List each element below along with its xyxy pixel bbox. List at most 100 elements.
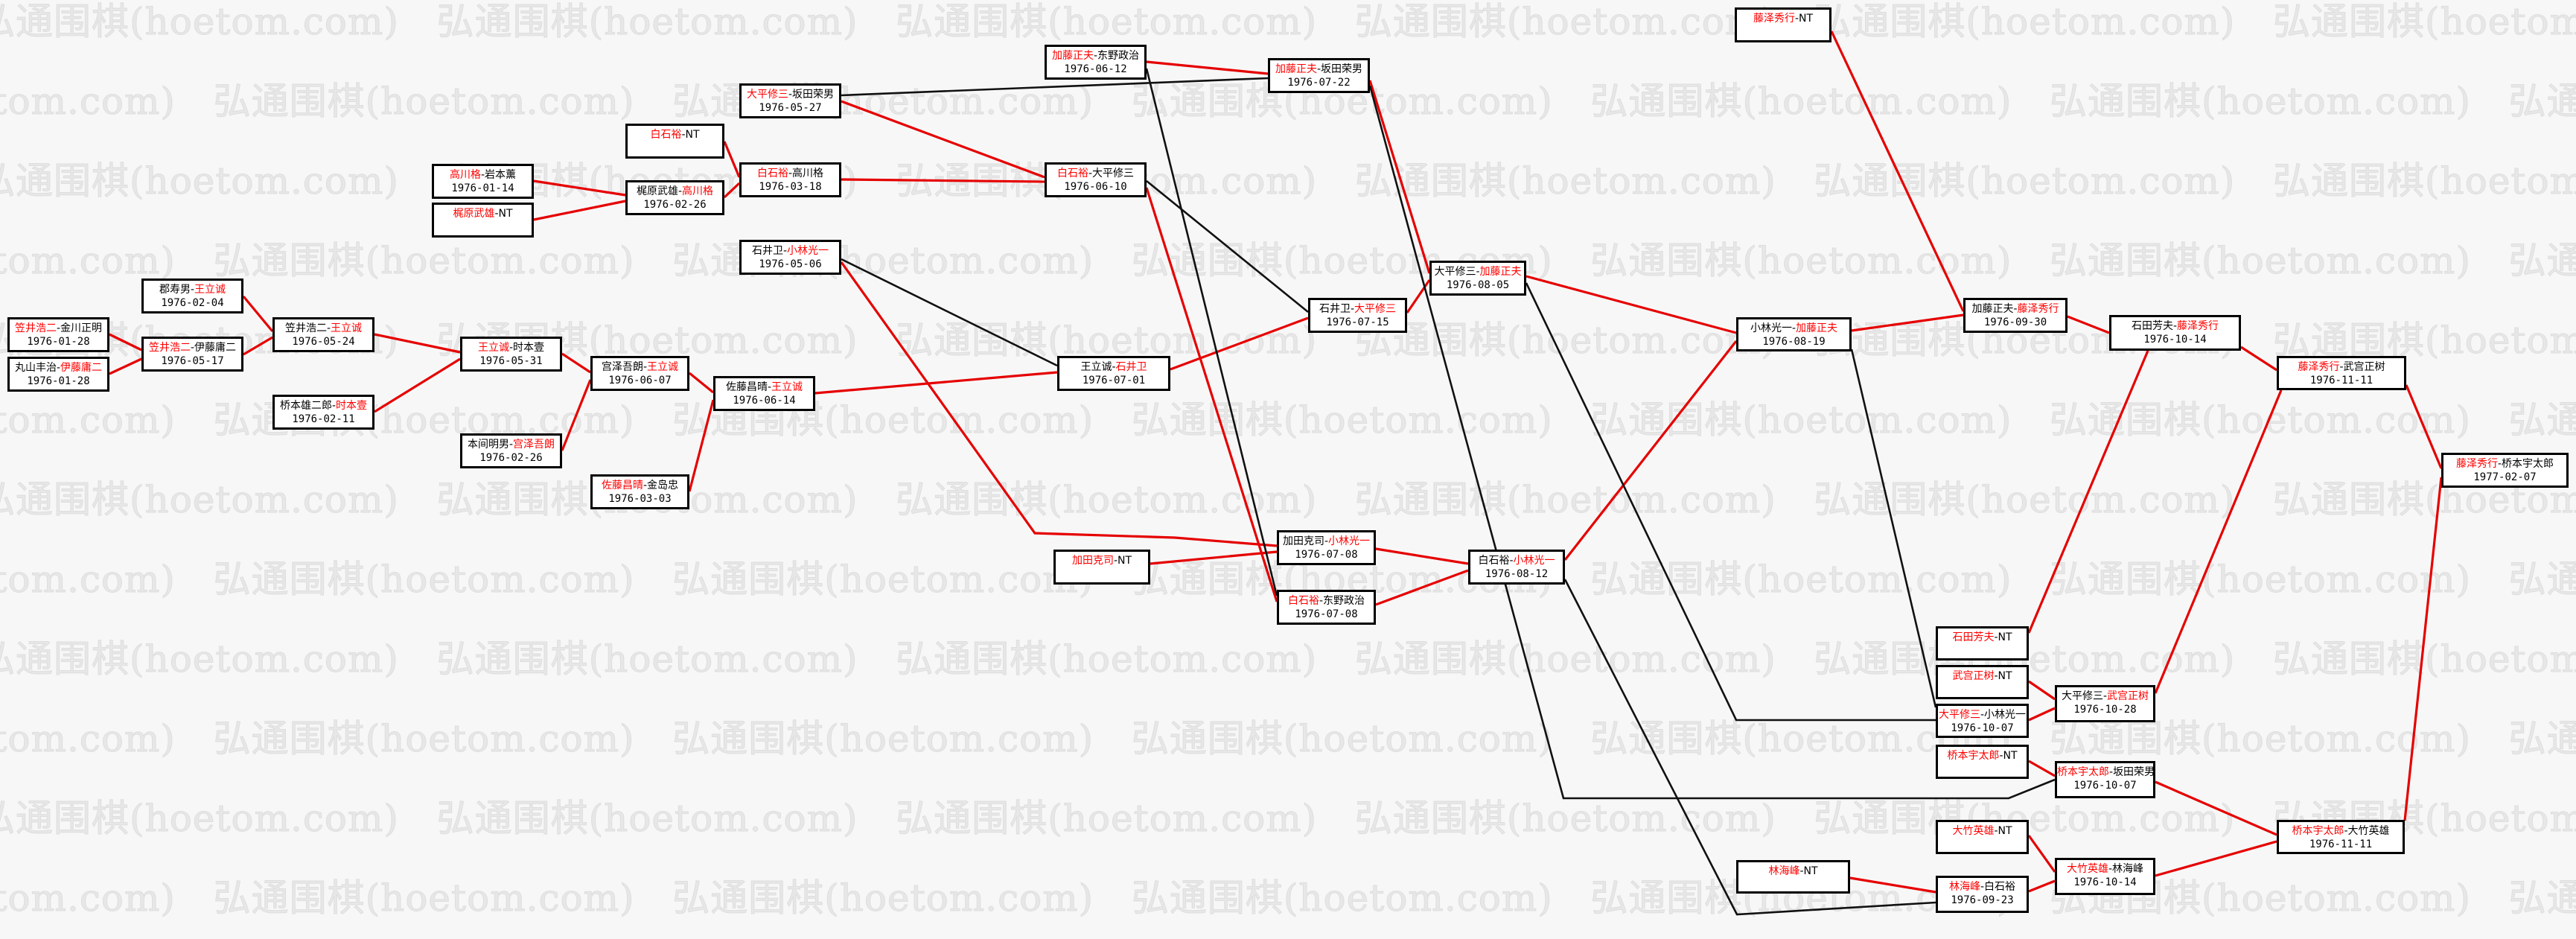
- match-date: 1976-10-14: [2143, 334, 2207, 346]
- connector-line-m02-m04: [109, 357, 142, 375]
- watermark-text: 弘通围棋(hoetom.com) 弘通围棋(hoetom.com) 弘通围棋(h…: [0, 159, 2576, 203]
- player-name-2-winner: 王立诚: [194, 284, 226, 296]
- match-box-m25: 大平修三-加藤正夫 1976-08-05: [1429, 261, 1526, 296]
- player-name-2: 大竹英雄: [2347, 825, 2390, 837]
- name-separator: -: [1980, 709, 1985, 721]
- player-name-1-winner: 桥本宇太郎: [1947, 750, 2000, 762]
- match-players: 加田克司-小林光一: [1279, 535, 1374, 548]
- match-date: 1976-10-14: [2073, 876, 2137, 888]
- player-name-1: 白石裕: [1478, 555, 1510, 567]
- match-players: 大平修三-坂田荣男: [742, 88, 839, 101]
- connector-line-m19-m23: [1146, 60, 1269, 75]
- player-name-2: 大平修三: [1092, 168, 1135, 179]
- name-separator: -: [326, 322, 331, 334]
- player-name-2: 岩本薰: [485, 169, 517, 181]
- name-separator: -: [1999, 750, 2003, 762]
- connector-line-m42-m43: [1849, 876, 1936, 894]
- match-players: 大平修三-小林光一: [1938, 708, 2027, 722]
- player-name-2: NT: [1998, 631, 2012, 643]
- match-players: 本间明男-宫泽吾朗: [462, 438, 560, 451]
- match-box-m37: 大平修三-小林光一 1976-10-07: [1936, 704, 2029, 738]
- player-name-2: NT: [1118, 555, 1132, 567]
- match-date: 1976-09-30: [1983, 316, 2047, 328]
- match-box-m10: 本间明男-宫泽吾朗 1976-02-26: [460, 433, 562, 468]
- match-date: 1976-03-03: [608, 493, 672, 505]
- player-name-1: 郡寿男: [159, 284, 191, 296]
- match-players: 白石裕-高川格: [742, 167, 839, 180]
- name-separator: -: [2344, 825, 2348, 837]
- player-name-2: NT: [498, 208, 513, 220]
- player-name-2-winner: 宫泽吾朗: [513, 439, 555, 451]
- watermark-text: 弘通围棋(hoetom.com) 弘通围棋(hoetom.com) 弘通围棋(h…: [0, 717, 2576, 760]
- player-name-2-winner: 小林光一: [787, 245, 829, 257]
- match-box-m36: 武宫正树-NT: [1936, 665, 2029, 699]
- player-name-1-winner: 佐藤昌晴: [601, 480, 643, 491]
- match-date: 1976-03-18: [759, 181, 822, 193]
- connector-line-m15-m21: [841, 258, 1058, 367]
- match-players: 加藤正夫-藤泽秀行: [1966, 302, 2065, 316]
- match-players: 大平修三-加藤正夫: [1432, 265, 1524, 278]
- match-players: 佐藤昌晴-金岛忠: [593, 479, 687, 492]
- match-date: 1976-10-07: [1951, 722, 2014, 734]
- connector-line-m07-m12: [533, 179, 626, 197]
- player-name-2-winner: 大平修三: [1354, 303, 1397, 315]
- match-players: 藤泽秀行-NT: [1737, 12, 1829, 25]
- player-name-2: 桥本宇太郎: [2502, 458, 2554, 470]
- match-players: 白石裕-东野政治: [1279, 594, 1374, 608]
- match-players: 王立诚-时本壹: [462, 341, 560, 354]
- match-box-m15: 石井卫-小林光一 1976-05-06: [739, 240, 841, 275]
- player-name-2: 坂田荣男: [1321, 63, 1363, 75]
- connector-line-m26-m28: [1375, 547, 1469, 565]
- player-name-1: 笠井浩二: [284, 322, 327, 334]
- match-box-m40: 桥本宇太郎-坂田荣男 1976-10-07: [2055, 761, 2155, 798]
- player-name-1: 桥本雄二郎: [279, 400, 332, 412]
- connector-line-m06-m09: [374, 357, 461, 413]
- match-box-m42: 林海峰-NT: [1736, 860, 1850, 894]
- name-separator: -: [2339, 361, 2344, 373]
- match-players: 藤泽秀行-武宫正树: [2279, 360, 2404, 374]
- player-name-1-winner: 高川格: [449, 169, 481, 181]
- name-separator: -: [2108, 863, 2113, 875]
- player-name-1-winner: 加田克司: [1071, 555, 1114, 567]
- connector-line-m27-m28: [1375, 569, 1469, 606]
- connector-line-m08-m12: [533, 200, 626, 221]
- connector-line-m12-m14: [723, 182, 741, 199]
- name-separator: -: [1994, 631, 1998, 643]
- connector-line-m41-m44: [2027, 835, 2056, 873]
- name-separator: -: [1994, 670, 1998, 682]
- match-players: 大竹英雄-NT: [1938, 824, 2027, 838]
- player-name-2: 武宫正树: [2343, 361, 2385, 373]
- player-name-1-winner: 桥本宇太郎: [2057, 766, 2109, 778]
- connector-line-m25-m29: [1525, 275, 1737, 334]
- connector-line-m13-m23: [841, 77, 1269, 97]
- player-name-2: 时本壹: [513, 342, 545, 354]
- player-name-2-winner: 武宫正树: [2107, 690, 2149, 702]
- connector-line-m40-m45: [2155, 780, 2277, 836]
- player-name-2-winner: 王立诚: [647, 361, 679, 373]
- watermark-text: 弘通围棋(hoetom.com) 弘通围棋(hoetom.com) 弘通围棋(h…: [0, 797, 2576, 840]
- match-box-m11: 白石裕-NT: [625, 124, 724, 159]
- name-separator: -: [782, 245, 788, 257]
- name-separator: -: [1509, 555, 1514, 567]
- player-name-2-winner: 藤泽秀行: [2177, 320, 2219, 332]
- match-date: 1976-06-14: [733, 395, 796, 407]
- player-name-2: 高川格: [792, 168, 824, 179]
- watermark-text: 弘通围棋(hoetom.com) 弘通围棋(hoetom.com) 弘通围棋(h…: [0, 637, 2576, 681]
- match-box-m24: 石井卫-大平修三 1976-07-15: [1308, 298, 1407, 333]
- match-date: 1976-07-22: [1287, 77, 1351, 89]
- name-separator: -: [508, 342, 514, 354]
- match-box-m18: 佐藤昌晴-王立诚 1976-06-14: [713, 376, 815, 411]
- connector-line-m29-m31: [1851, 313, 1964, 332]
- connector-line-m11-m14: [723, 141, 741, 178]
- match-box-m31: 加藤正夫-藤泽秀行 1976-09-30: [1963, 298, 2068, 333]
- player-name-1-winner: 桥本宇太郎: [2292, 825, 2344, 837]
- connector-line-m21-m24: [1170, 316, 1309, 371]
- match-players: 丸山丰治-伊藤庸二: [10, 361, 107, 375]
- connector-line-m33-m34: [2405, 384, 2443, 469]
- player-name-2-winner: 藤泽秀行: [2017, 303, 2059, 315]
- match-players: 梶原武雄-NT: [434, 207, 532, 220]
- player-name-2: NT: [2003, 750, 2018, 762]
- match-players: 林海峰-NT: [1738, 865, 1848, 878]
- connector-line-m43-m44: [2028, 879, 2056, 893]
- name-separator: -: [2109, 766, 2114, 778]
